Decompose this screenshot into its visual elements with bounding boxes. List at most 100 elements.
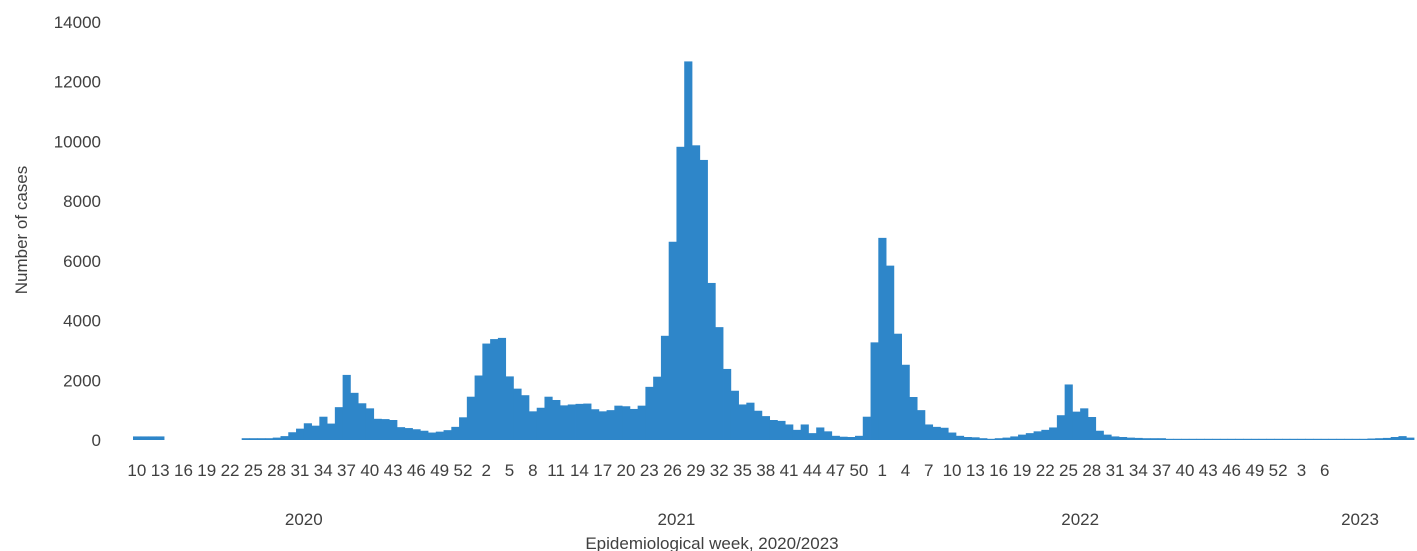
bar xyxy=(746,402,755,440)
bar xyxy=(327,423,336,440)
bar xyxy=(528,411,538,440)
bar xyxy=(350,392,359,440)
bar xyxy=(738,404,747,440)
x-tick-label: 3 xyxy=(1297,461,1306,480)
x-tick-label: 37 xyxy=(1152,461,1171,480)
bar xyxy=(264,438,274,440)
bars xyxy=(133,61,1415,441)
bar xyxy=(381,419,390,440)
bar xyxy=(389,420,398,440)
bar xyxy=(684,61,693,440)
bar xyxy=(412,429,421,440)
bar xyxy=(1266,438,1275,440)
x-tick-label: 25 xyxy=(1059,461,1078,480)
bar xyxy=(1157,438,1166,440)
x-tick-label: 16 xyxy=(989,461,1008,480)
bar xyxy=(1087,417,1097,440)
x-tick-label: 28 xyxy=(267,461,286,480)
bar xyxy=(769,420,778,440)
x-tick-label: 4 xyxy=(901,461,910,480)
x-tick-label: 25 xyxy=(244,461,263,480)
bar xyxy=(1142,438,1151,440)
bar xyxy=(754,410,763,440)
bar xyxy=(443,430,452,440)
bar xyxy=(1274,438,1283,440)
bar xyxy=(1313,438,1322,440)
x-tick-label: 44 xyxy=(803,461,822,480)
x-axis-title: Epidemiological week, 2020/2023 xyxy=(585,534,838,551)
x-tick-label: 1 xyxy=(877,461,886,480)
bar xyxy=(1025,433,1034,440)
bar xyxy=(280,436,289,440)
x-tick-label: 19 xyxy=(197,461,216,480)
bar xyxy=(1243,438,1252,440)
bar xyxy=(241,438,250,440)
bar xyxy=(1320,438,1329,440)
bar xyxy=(1382,437,1392,440)
bar xyxy=(598,411,607,440)
bar xyxy=(1250,438,1260,440)
x-tick-label: 5 xyxy=(505,461,514,480)
bar xyxy=(723,368,732,440)
bar xyxy=(1406,437,1415,440)
y-tick-label: 6000 xyxy=(63,252,101,271)
x-tick-label: 14 xyxy=(570,461,589,480)
x-tick-label: 20 xyxy=(617,461,636,480)
bar xyxy=(1126,437,1135,440)
bar xyxy=(396,427,406,440)
bar xyxy=(707,282,716,440)
bar xyxy=(1041,429,1050,440)
y-tick-label: 12000 xyxy=(54,73,101,92)
bar xyxy=(1212,438,1221,440)
bar xyxy=(1297,438,1306,440)
bar xyxy=(552,399,561,440)
bar xyxy=(800,424,809,440)
bar xyxy=(816,427,825,440)
bar xyxy=(1010,436,1019,440)
bar xyxy=(1398,436,1407,440)
bar xyxy=(660,335,670,440)
bar xyxy=(505,376,514,440)
bar xyxy=(777,420,786,440)
bar xyxy=(963,437,972,440)
year-label: 2021 xyxy=(658,510,696,529)
bar xyxy=(699,159,708,440)
x-tick-label: 26 xyxy=(663,461,682,480)
bar xyxy=(319,416,328,440)
y-tick-label: 0 xyxy=(92,431,101,450)
bar xyxy=(645,386,654,440)
bar xyxy=(878,237,887,440)
bar xyxy=(637,405,646,440)
bar xyxy=(466,396,475,440)
bar xyxy=(560,405,569,440)
bar xyxy=(1375,438,1384,440)
bar xyxy=(917,410,926,440)
x-tick-label: 6 xyxy=(1320,461,1329,480)
bar xyxy=(1305,438,1314,440)
x-tick-label: 32 xyxy=(710,461,729,480)
bar xyxy=(1181,438,1190,440)
bar xyxy=(870,342,879,440)
bar xyxy=(459,417,468,440)
bar xyxy=(1018,434,1027,440)
x-tick-label: 52 xyxy=(453,461,472,480)
x-tick-label: 43 xyxy=(1199,461,1218,480)
x-tick-label: 38 xyxy=(756,461,775,480)
bar xyxy=(932,426,941,440)
y-tick-label: 10000 xyxy=(54,132,101,151)
year-label: 2020 xyxy=(285,510,323,529)
bar xyxy=(823,431,833,440)
bar xyxy=(1351,438,1361,440)
bar xyxy=(1367,438,1376,440)
bar xyxy=(1173,438,1182,440)
bar xyxy=(862,416,871,440)
bar xyxy=(614,405,623,440)
bar xyxy=(358,403,367,440)
bar xyxy=(1056,415,1066,440)
bar xyxy=(272,437,281,440)
x-tick-label: 10 xyxy=(127,461,146,480)
bar xyxy=(1064,384,1073,440)
x-tick-label: 11 xyxy=(547,461,565,480)
bar xyxy=(474,375,483,440)
